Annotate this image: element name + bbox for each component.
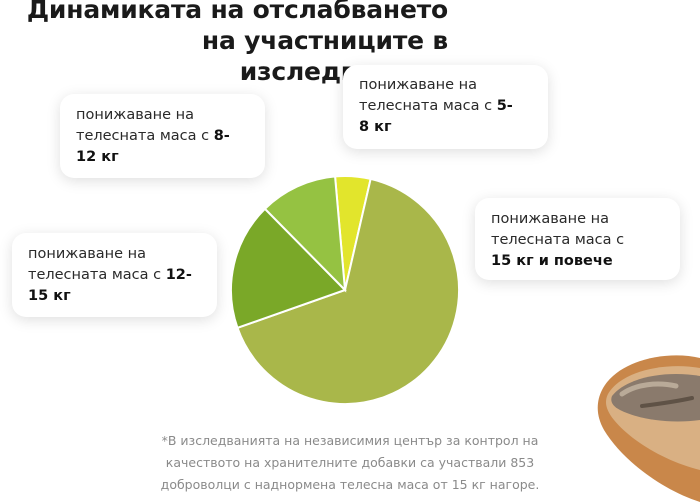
pie-chart — [230, 175, 460, 405]
label-text: понижаване на телесната маса с — [359, 77, 493, 114]
label-card-15kg-plus: понижаване на телесната маса с 15 кг и п… — [475, 198, 680, 280]
pie-slice-2 — [230, 207, 347, 330]
label-value: 5- 8 кг — [359, 98, 513, 135]
pie-slice-3 — [263, 175, 347, 293]
bread-slice-icon — [597, 355, 700, 502]
label-card-12-15kg: понижаване на телесната маса с 12- 15 кг — [12, 233, 217, 317]
label-text: понижаване на телесната маса с — [28, 246, 162, 283]
label-value: 15 кг и повече — [491, 253, 613, 269]
footnote: *В изследванията на независимия център з… — [160, 433, 540, 492]
label-text: понижаване на телесната маса с — [76, 107, 210, 144]
label-card-8-12kg: понижаване на телесната маса с 8- 12 кг — [60, 94, 265, 178]
pie-slice-1 — [236, 177, 460, 405]
label-value: 12- 15 кг — [28, 267, 192, 304]
label-card-5-8kg: понижаване на телесната маса с 5- 8 кг — [343, 65, 548, 149]
label-value: 8- 12 кг — [76, 128, 230, 165]
label-text: понижаване на телесната маса с — [491, 211, 625, 248]
